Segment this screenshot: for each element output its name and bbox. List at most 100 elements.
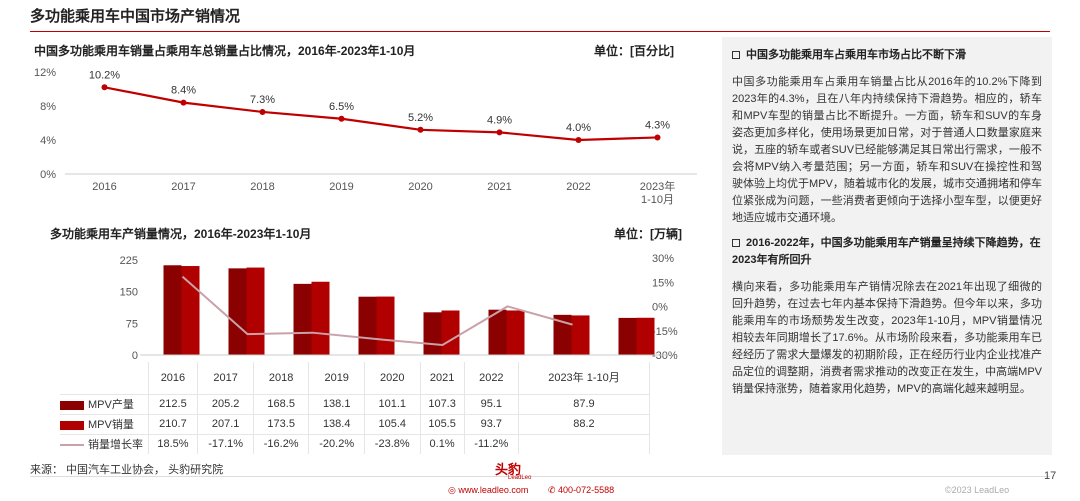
bar-production <box>293 283 312 355</box>
data-point <box>496 129 503 136</box>
table-year: 2023年 1-10月 <box>518 362 651 394</box>
table-cell: 138.4 <box>308 413 365 434</box>
x-tick-label: 2022 <box>566 181 590 193</box>
table-cell: -23.8% <box>364 433 421 454</box>
legend-swatch <box>60 400 84 410</box>
legend-production: MPV产量 <box>60 393 149 414</box>
table-year: 2017 <box>197 362 254 394</box>
table-cell: -17.1% <box>197 433 254 454</box>
data-label: 10.2% <box>89 69 120 81</box>
bar-production <box>163 265 182 355</box>
y-tick-label: 0% <box>40 169 56 181</box>
data-point <box>417 126 424 133</box>
table-cell <box>518 433 651 454</box>
data-point <box>575 137 582 143</box>
bar-production <box>228 268 247 355</box>
data-point <box>101 84 108 91</box>
y-tick-label: 8% <box>40 101 56 113</box>
table-cell: 0.1% <box>420 433 465 454</box>
table-cell: 101.1 <box>364 393 421 414</box>
data-label: 4.0% <box>566 122 591 134</box>
table-cell: -16.2% <box>253 433 310 454</box>
y2-tick-label: 15% <box>652 277 674 289</box>
page-number: 17 <box>1044 470 1057 482</box>
bar-production <box>488 309 507 355</box>
data-point <box>259 108 266 115</box>
phone-icon: ✆ <box>548 485 559 495</box>
legend-label: 销量增长率 <box>88 439 143 452</box>
bar-sales <box>311 281 330 355</box>
phone-number: ✆ 400-072-5588 <box>548 485 614 496</box>
table-cell: 138.1 <box>308 393 365 414</box>
data-label: 4.3% <box>645 119 670 131</box>
chart2-unit: 单位：[万辆] <box>614 227 682 241</box>
source-note: 来源： 中国汽车工业协会， 头豹研究院 <box>30 464 224 476</box>
bar-sales <box>376 296 395 355</box>
y2-tick-label: -15% <box>652 326 678 338</box>
table-cell: -11.2% <box>464 433 519 454</box>
bar-sales <box>246 267 265 355</box>
checkbox-bullet-icon <box>732 51 740 60</box>
phone-text: 400-072-5588 <box>558 485 615 495</box>
legend-sales: MPV销量 <box>60 413 149 434</box>
table-cell: 210.7 <box>148 413 199 434</box>
bar-sales <box>506 310 525 355</box>
y-tick-label: 0 <box>132 350 138 362</box>
x-tick-label: 1-10月 <box>641 194 674 206</box>
brand-logo: 头豹 <box>495 462 522 477</box>
table-cell: 205.2 <box>197 393 254 414</box>
table-cell: 18.5% <box>148 433 199 454</box>
table-header-row: 2016 2017 2018 2019 2020 2021 2022 2023年… <box>60 362 651 394</box>
data-label: 6.5% <box>329 101 354 113</box>
table-cell: 88.2 <box>518 413 651 434</box>
table-cell: 95.1 <box>464 393 519 414</box>
y2-tick-label: 0% <box>652 302 668 314</box>
x-tick-label: 2023年 <box>640 179 675 193</box>
bar-sales <box>636 317 655 355</box>
website-text: www.leadleo.com <box>458 485 529 495</box>
table-year: 2019 <box>308 362 365 394</box>
legend-label: MPV产量 <box>88 399 134 411</box>
x-tick-label: 2016 <box>92 181 116 193</box>
analysis-panel: 中国多功能乘用车占乘用车市场占比不断下滑 中国多功能乘用车占乘用车销量占比从20… <box>722 37 1052 455</box>
table-corner <box>60 362 149 394</box>
data-label: 7.3% <box>250 94 275 106</box>
data-label: 4.9% <box>487 114 512 126</box>
bar-production <box>553 314 572 355</box>
y-tick-label: 225 <box>120 255 138 267</box>
panel-paragraph-2: 横向来看，多功能乘用车产销情况除去在2021年出现了细微的回升趋势，在过去七年内… <box>732 281 1042 395</box>
x-tick-label: 2019 <box>329 181 353 193</box>
series-line <box>104 86 658 142</box>
table-cell: 207.1 <box>197 413 254 434</box>
data-label: 5.2% <box>408 112 433 124</box>
y2-tick-label: 30% <box>652 253 674 265</box>
growth-rate-line <box>181 275 573 347</box>
table-year: 2016 <box>148 362 199 394</box>
chart1-unit: 单位：[百分比] <box>594 44 674 58</box>
x-tick-label: 2021 <box>487 181 511 193</box>
x-tick-label: 2018 <box>250 181 274 193</box>
table-year: 2020 <box>364 362 421 394</box>
panel-heading-1: 中国多功能乘用车占乘用车市场占比不断下滑 <box>732 47 1042 64</box>
panel-paragraph-1: 中国多功能乘用车占乘用车销量占比从2016年的10.2%下降到2023年的4.3… <box>732 76 1042 224</box>
footer-divider <box>30 476 1050 477</box>
table-year: 2021 <box>420 362 465 394</box>
globe-icon: ◎ <box>448 485 459 495</box>
data-point <box>180 99 187 106</box>
table-cell: -20.2% <box>308 433 365 454</box>
brand-logo-sub: LeadLeo <box>508 475 532 481</box>
legend-growth: 销量增长率 <box>60 433 149 454</box>
legend-swatch <box>60 444 84 447</box>
table-cell: 105.5 <box>420 413 465 434</box>
table-cell: 107.3 <box>420 393 465 414</box>
legend-label: MPV销量 <box>88 419 134 431</box>
chart2-data-table: 2016 2017 2018 2019 2020 2021 2022 2023年… <box>60 362 651 454</box>
x-tick-label: 2020 <box>408 181 432 193</box>
bar-production <box>618 317 637 355</box>
table-cell: 105.4 <box>364 413 421 434</box>
website-link[interactable]: ◎ www.leadleo.com <box>448 485 528 496</box>
bar-production <box>423 312 442 355</box>
panel-heading-2: 2016-2022年，中国多功能乘用车产销量呈持续下降趋势，在2023年有所回升 <box>732 235 1042 269</box>
